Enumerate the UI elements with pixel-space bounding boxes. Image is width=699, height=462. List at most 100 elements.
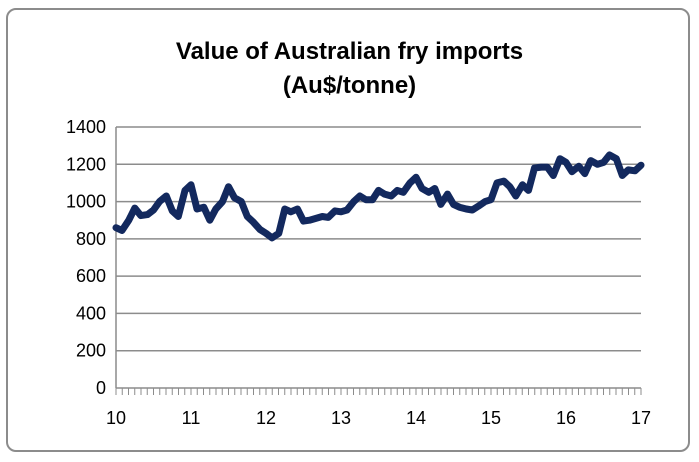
data-point (153, 209, 154, 211)
data-point (259, 229, 261, 231)
data-point (490, 199, 492, 201)
data-point (528, 189, 529, 191)
data-point (477, 205, 479, 207)
data-point (121, 229, 123, 231)
x-tick-label: 15 (481, 408, 501, 428)
data-point (559, 158, 561, 160)
x-tick-label: 16 (556, 408, 576, 428)
data-point (503, 180, 505, 182)
data-point (546, 166, 548, 168)
data-point (484, 201, 486, 203)
chart-title: Value of Australian fry imports (175, 38, 524, 65)
data-point (390, 195, 392, 197)
data-point (171, 210, 173, 212)
y-tick-label: 600 (76, 266, 106, 286)
data-point (471, 209, 473, 211)
data-point (428, 191, 430, 193)
data-point (459, 206, 460, 208)
data-point (534, 167, 535, 169)
data-point (147, 214, 148, 216)
data-point (134, 207, 136, 209)
data-point (640, 164, 642, 166)
data-point (634, 170, 636, 172)
data-point (265, 232, 267, 234)
gridlines (116, 126, 641, 352)
data-point (128, 219, 130, 221)
data-point (421, 188, 423, 190)
data-point (321, 215, 323, 217)
data-point (402, 191, 404, 193)
data-point (222, 201, 223, 203)
data-point (334, 210, 336, 212)
y-tick-label: 1000 (66, 192, 106, 212)
data-point (196, 208, 198, 210)
data-point (297, 208, 298, 210)
x-tick-label: 11 (182, 408, 201, 428)
data-point (453, 203, 454, 205)
chart-subtitle: (Au$/tonne) (282, 72, 417, 99)
data-point (603, 161, 604, 163)
data-point (409, 182, 411, 184)
data-point (140, 215, 142, 217)
data-point (415, 176, 417, 178)
data-point (271, 237, 273, 239)
data-point (496, 182, 498, 184)
y-tick-label: 0 (96, 378, 106, 398)
data-point (578, 165, 580, 167)
data-point (509, 186, 511, 188)
series-line-0 (112, 151, 645, 242)
data-point (359, 195, 361, 197)
data-point (203, 206, 205, 208)
data-point (465, 208, 467, 210)
data-point (396, 189, 398, 191)
data-point (365, 199, 367, 201)
data-point (571, 171, 573, 173)
x-tick-label: 17 (631, 408, 651, 428)
y-tick-label: 400 (76, 303, 106, 323)
data-point (184, 189, 186, 191)
data-point (309, 219, 310, 221)
y-tick-label: 1200 (66, 154, 106, 174)
data-point (234, 197, 235, 199)
data-point (209, 219, 211, 221)
data-point (327, 216, 329, 218)
x-tick-label: 12 (256, 408, 276, 428)
data-point (540, 166, 542, 168)
data-point (215, 208, 217, 210)
data-point (159, 201, 160, 203)
data-point (228, 186, 229, 188)
data-point (621, 174, 623, 176)
data-point (340, 211, 342, 213)
data-point (315, 217, 317, 219)
tick-labels: 0 200 400 600 800 1000 1200 1400 10 11 12 13 14 15 16 1… (66, 117, 651, 428)
data-point (597, 163, 598, 165)
data-point (190, 184, 192, 186)
data-point (346, 209, 348, 211)
data-point (590, 160, 592, 162)
data-point (252, 221, 254, 223)
data-point (290, 211, 292, 213)
x-tick-label: 13 (331, 408, 351, 428)
data-point (372, 199, 373, 201)
data-point (609, 154, 610, 156)
y-tick-label: 1400 (66, 117, 106, 137)
data-point (353, 201, 355, 203)
series-layer (112, 151, 645, 242)
data-point (447, 193, 448, 195)
data-point (552, 174, 554, 176)
data-point (384, 193, 385, 195)
data-point (627, 169, 629, 171)
data-point (165, 195, 167, 197)
data-point (115, 227, 117, 229)
data-point (246, 215, 248, 217)
data-point (177, 215, 179, 217)
data-point (515, 195, 517, 197)
y-tick-label: 200 (76, 341, 106, 361)
data-point (278, 232, 280, 234)
axes (115, 127, 642, 395)
data-point (378, 189, 379, 191)
data-point (284, 208, 286, 210)
data-point (584, 173, 586, 175)
data-point (240, 201, 242, 203)
